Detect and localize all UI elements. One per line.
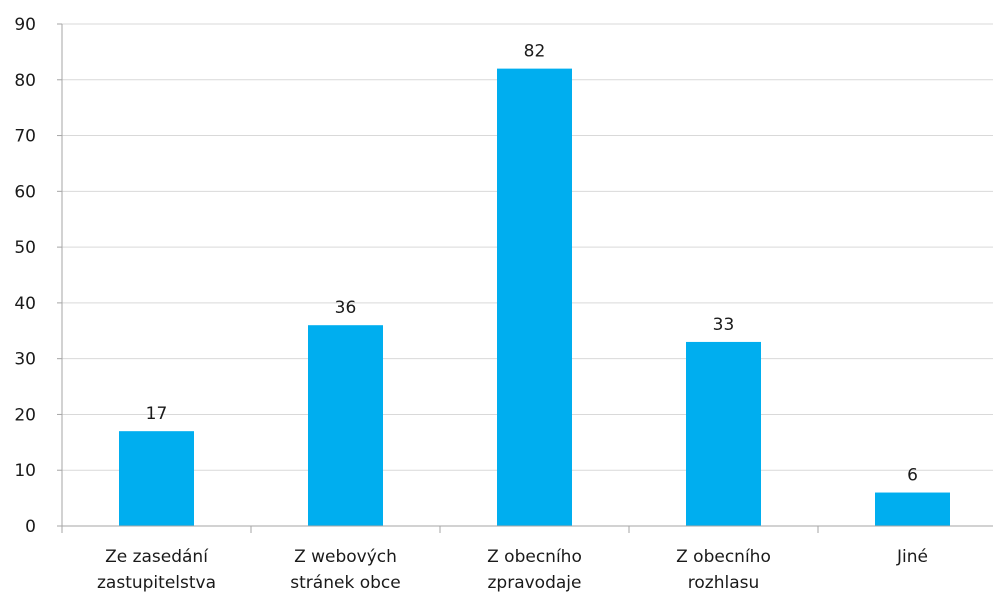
y-tick-label-0: 0 xyxy=(25,517,36,537)
x-tick-label-3-line-0: Z obecního xyxy=(676,547,771,567)
x-tick-label-0-line-0: Ze zasedání xyxy=(105,547,209,567)
y-tick-label-20: 20 xyxy=(14,405,36,425)
x-tick-label-3-line-1: rozhlasu xyxy=(688,573,760,593)
bar-2 xyxy=(497,68,572,526)
y-tick-label-80: 80 xyxy=(14,71,36,91)
x-tick-label-4-line-0: Jiné xyxy=(896,547,928,567)
y-tick-label-30: 30 xyxy=(14,350,36,370)
data-label-1: 36 xyxy=(335,298,357,318)
bars xyxy=(119,68,950,526)
y-tick-label-60: 60 xyxy=(14,182,36,202)
data-label-4: 6 xyxy=(907,466,918,486)
bar-3 xyxy=(686,341,761,526)
data-label-0: 17 xyxy=(146,404,168,424)
data-labels: 17 36 82 33 6 xyxy=(146,42,918,486)
axes xyxy=(57,23,993,533)
bar-4 xyxy=(875,492,950,526)
y-tick-label-50: 50 xyxy=(14,238,36,258)
bar-0 xyxy=(119,431,194,526)
y-tick-label-70: 70 xyxy=(14,127,36,147)
x-tick-label-2-line-0: Z obecního xyxy=(487,547,582,567)
y-tick-label-40: 40 xyxy=(14,294,36,314)
data-label-2: 82 xyxy=(524,42,546,62)
x-tick-label-0-line-1: zastupitelstva xyxy=(97,573,216,593)
y-tick-labels: 0 10 20 30 40 50 60 70 80 90 xyxy=(14,15,36,537)
x-tick-labels: Ze zasedání zastupitelstva Z webových strán… xyxy=(97,547,928,593)
y-tick-label-10: 10 xyxy=(14,461,36,481)
bar-1 xyxy=(308,325,383,526)
data-label-3: 33 xyxy=(713,315,735,335)
x-tick-label-1-line-1: stránek obce xyxy=(290,573,400,593)
x-tick-label-1-line-0: Z webových xyxy=(294,547,397,567)
x-tick-label-2-line-1: zpravodaje xyxy=(488,573,582,593)
y-tick-label-90: 90 xyxy=(14,15,36,35)
